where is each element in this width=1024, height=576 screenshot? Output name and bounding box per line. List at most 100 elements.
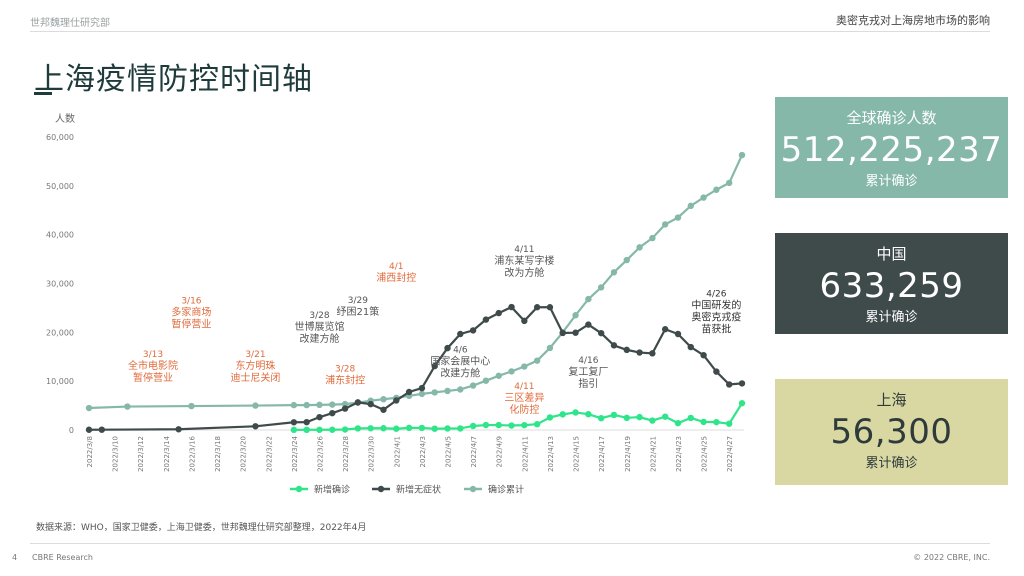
series-point-1 bbox=[585, 410, 592, 418]
series-point-3 bbox=[661, 221, 669, 228]
series-point-3 bbox=[738, 151, 746, 159]
footer-copyright: © 2022 CBRE, INC. bbox=[913, 553, 990, 562]
footer-brand: CBRE Research bbox=[32, 553, 93, 562]
series-point-2 bbox=[623, 346, 630, 354]
series-point-2 bbox=[572, 329, 579, 336]
annotation-text: 东方明珠 bbox=[235, 359, 275, 372]
series-point-3 bbox=[418, 390, 426, 398]
x-tick-label: 2022/4/5 bbox=[445, 436, 453, 467]
series-point-2 bbox=[700, 351, 707, 359]
page-title: 上海疫情防控时间轴 bbox=[34, 62, 313, 97]
annotation-text: 4/6 bbox=[453, 345, 468, 355]
footer-divider bbox=[30, 543, 990, 544]
annotation-text: 暂停营业 bbox=[171, 317, 211, 330]
annotation-text: 世博展览馆 bbox=[294, 320, 344, 333]
series-point-2 bbox=[469, 327, 477, 334]
panel-shanghai-sub: 累计确诊 bbox=[865, 456, 918, 471]
annotation-text: 4/1 bbox=[389, 262, 403, 272]
series-point-1 bbox=[713, 418, 720, 426]
y-axis-label: 人数 bbox=[55, 112, 75, 125]
series-point-2 bbox=[290, 419, 298, 426]
annotation-text: 中国研发的 bbox=[691, 298, 741, 311]
y-tick-label: 40,000 bbox=[46, 231, 74, 240]
annotation-text: 3/21 bbox=[245, 350, 265, 360]
series-point-3 bbox=[674, 214, 682, 221]
series-point-1 bbox=[521, 421, 528, 429]
header-topic: 奥密克戎对上海房地市场的影响 bbox=[836, 14, 990, 27]
series-point-3 bbox=[700, 194, 707, 201]
legend-marker-3 bbox=[469, 485, 477, 493]
annotation-text: 苗获批 bbox=[701, 322, 731, 335]
series-point-1 bbox=[444, 425, 451, 432]
x-tick-label: 2022/4/11 bbox=[521, 436, 529, 472]
series-point-3 bbox=[341, 400, 349, 408]
series-point-2 bbox=[316, 413, 323, 421]
panel-china: 中国 633,259 累计确诊 bbox=[775, 233, 1008, 334]
x-tick-label: 2022/3/12 bbox=[137, 436, 145, 472]
series-point-3 bbox=[597, 284, 605, 291]
series-point-2 bbox=[521, 317, 528, 325]
series-point-1 bbox=[623, 414, 630, 422]
panel-china-sub: 累计确诊 bbox=[865, 310, 918, 325]
x-tick-label: 2022/4/21 bbox=[649, 436, 657, 472]
annotation-text: 3/29 bbox=[348, 296, 368, 306]
annotation-text: 多家商场 bbox=[171, 305, 211, 318]
panel-global-value: 512,225,237 bbox=[780, 130, 1003, 170]
panel-shanghai-label: 上海 bbox=[876, 391, 907, 409]
x-tick-label: 2022/3/30 bbox=[368, 436, 376, 472]
series-point-2 bbox=[713, 368, 720, 375]
series-point-1 bbox=[431, 425, 438, 432]
series-point-2 bbox=[252, 423, 259, 430]
series-point-1 bbox=[508, 422, 515, 429]
series-point-2 bbox=[329, 409, 336, 417]
series-point-2 bbox=[482, 316, 490, 323]
series-point-3 bbox=[623, 256, 630, 264]
series-point-1 bbox=[661, 413, 669, 420]
series-point-2 bbox=[175, 426, 182, 433]
x-tick-label: 2022/3/14 bbox=[163, 435, 171, 471]
x-tick-label: 2022/3/28 bbox=[342, 436, 350, 472]
legend-marker-2 bbox=[377, 485, 385, 493]
series-point-1 bbox=[610, 411, 618, 419]
annotation-text: 浦东封控 bbox=[325, 374, 365, 387]
series-point-2 bbox=[610, 342, 618, 349]
panel-global: 全球确诊人数 512,225,237 累计确诊 bbox=[775, 97, 1008, 198]
series-point-2 bbox=[585, 321, 592, 328]
panel-global-label: 全球确诊人数 bbox=[846, 109, 937, 127]
y-tick-label: 50,000 bbox=[46, 182, 74, 191]
x-tick-label: 2022/3/26 bbox=[316, 435, 324, 471]
x-tick-label: 2022/4/25 bbox=[701, 436, 709, 472]
series-point-1 bbox=[354, 425, 362, 432]
series-point-1 bbox=[533, 420, 541, 428]
series-point-3 bbox=[444, 387, 451, 395]
x-tick-label: 2022/3/10 bbox=[112, 436, 120, 472]
series-point-1 bbox=[367, 425, 374, 432]
series-point-3 bbox=[610, 269, 618, 276]
series-point-1 bbox=[597, 414, 605, 422]
series-point-2 bbox=[546, 304, 554, 311]
series-point-2 bbox=[431, 362, 438, 370]
legend-label-3: 确诊累计 bbox=[488, 484, 524, 496]
annotation-text: 改为方舱 bbox=[504, 266, 544, 279]
annotation-text: 三区差异 bbox=[504, 391, 544, 404]
series-point-2 bbox=[559, 329, 566, 337]
panel-shanghai-value: 56,300 bbox=[830, 412, 953, 452]
series-point-1 bbox=[316, 426, 323, 433]
series-point-3 bbox=[508, 368, 515, 375]
series-line-3 bbox=[88, 154, 743, 410]
x-tick-label: 2022/3/22 bbox=[265, 436, 273, 472]
annotation-text: 改建方舱 bbox=[440, 366, 480, 379]
series-point-1 bbox=[725, 420, 733, 427]
y-tick-label: 20,000 bbox=[46, 328, 74, 337]
series-point-3 bbox=[495, 372, 502, 379]
series-point-1 bbox=[290, 426, 298, 434]
series-point-1 bbox=[341, 426, 349, 433]
y-tick-label: 0 bbox=[69, 426, 74, 435]
series-line-2 bbox=[88, 305, 743, 431]
series-point-2 bbox=[508, 303, 515, 311]
panel-china-label: 中国 bbox=[876, 245, 907, 263]
annotation-text: 3/13 bbox=[143, 350, 163, 360]
series-point-1 bbox=[418, 424, 426, 432]
data-source-note: 数据来源：WHO，国家卫健委，上海卫健委，世邦魏理仕研究部整理，2022年4月 bbox=[36, 523, 367, 533]
series-point-2 bbox=[495, 309, 502, 317]
